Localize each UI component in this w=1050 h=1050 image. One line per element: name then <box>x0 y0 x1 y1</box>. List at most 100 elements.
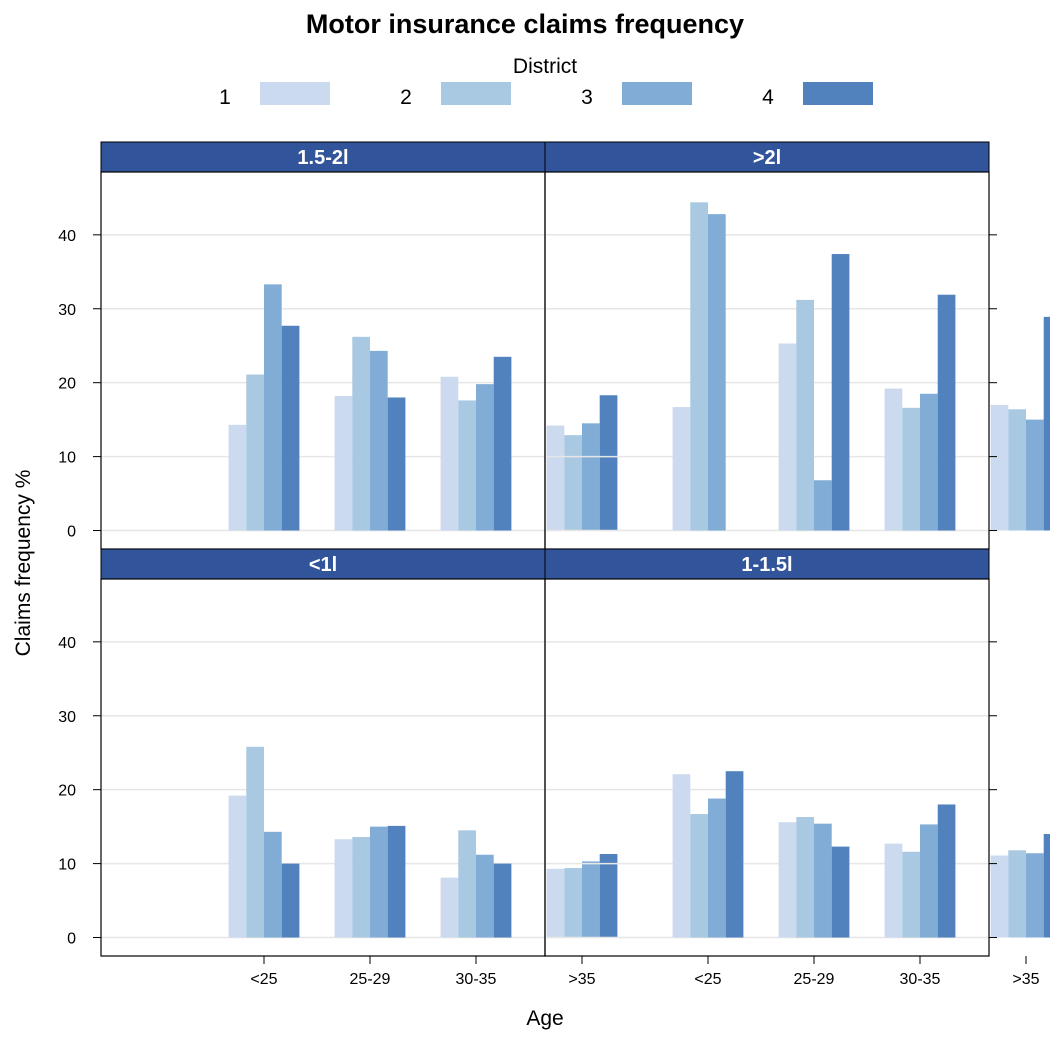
x-tick-label: <25 <box>250 971 277 988</box>
bar-d3-3 <box>476 384 494 531</box>
bar-d3-1 <box>264 284 282 531</box>
chart-title: Motor insurance claims frequency <box>306 9 744 39</box>
y-tick-label: 40 <box>58 635 76 652</box>
y-axis-ticks: 0 10 20 30 40 0 10 20 30 40 <box>58 228 997 948</box>
bar-d1-2 <box>778 343 797 531</box>
bar-d4-2 <box>831 846 850 938</box>
legend-label-4: 4 <box>762 86 774 109</box>
bar-d2-2 <box>796 299 814 531</box>
bar-d4-4 <box>599 853 618 938</box>
bar-d3-1 <box>708 214 726 531</box>
panel-strip-label: <1l <box>309 554 337 576</box>
legend-swatch-3 <box>622 82 692 105</box>
x-tick-label: 25-29 <box>794 971 835 988</box>
legend: 1 2 3 4 <box>219 82 873 109</box>
panel-strip <box>544 548 990 580</box>
y-tick-label: 10 <box>58 450 76 467</box>
bar-d2-2 <box>796 817 814 938</box>
panel-strip <box>100 548 546 580</box>
y-tick-label: 20 <box>58 783 76 800</box>
bar-d3-2 <box>814 480 832 531</box>
bar-d2-4 <box>564 868 582 938</box>
bar-d1-3 <box>884 388 903 531</box>
x-tick-label: 30-35 <box>900 971 941 988</box>
bar-d3-2 <box>370 826 388 938</box>
legend-title: District <box>513 55 577 78</box>
x-tick-label: 25-29 <box>350 971 391 988</box>
bar-d2-3 <box>458 400 476 531</box>
x-tick-label: 30-35 <box>456 971 497 988</box>
bar-d3-4 <box>1026 853 1044 938</box>
bar-d1-3 <box>440 376 459 531</box>
bar-d4-3 <box>493 356 512 531</box>
bar-d2-1 <box>246 746 264 938</box>
bar-d4-4 <box>1043 316 1050 531</box>
bar-d3-3 <box>476 854 494 938</box>
bar-d1-4 <box>990 855 1009 938</box>
panels: 1.5-2l >2l <1l 1-1.5l <box>100 141 1050 957</box>
legend-label-3: 3 <box>581 86 593 109</box>
legend-swatch-1 <box>260 82 330 105</box>
bar-d1-2 <box>334 395 353 531</box>
bar-d1-2 <box>778 822 797 938</box>
bar-d1-4 <box>546 425 565 531</box>
bar-d1-3 <box>884 843 903 938</box>
y-tick-label: 30 <box>58 302 76 319</box>
bar-d2-2 <box>352 836 370 938</box>
bar-d2-3 <box>902 407 920 531</box>
bar-d2-4 <box>564 435 582 531</box>
bar-d2-3 <box>458 830 476 938</box>
panel-2: >2l <box>544 141 1050 550</box>
bar-d4-3 <box>937 804 956 938</box>
bar-d4-3 <box>493 863 512 938</box>
legend-swatch-2 <box>441 82 511 105</box>
bar-d4-1 <box>281 863 300 938</box>
panel-strip-label: >2l <box>753 147 781 169</box>
bar-d2-1 <box>246 374 264 531</box>
bar-d3-3 <box>920 824 938 938</box>
panel-3: <1l <box>100 548 618 957</box>
panel-border <box>544 578 990 957</box>
bar-d1-4 <box>990 404 1009 531</box>
bar-d3-4 <box>582 423 600 531</box>
x-tick-label: <25 <box>694 971 721 988</box>
bar-d4-1 <box>725 771 744 938</box>
panel-strip <box>100 141 546 173</box>
x-tick-label: >35 <box>568 971 595 988</box>
bar-d2-4 <box>1008 850 1026 938</box>
bar-d4-2 <box>831 254 850 531</box>
panel-4: 1-1.5l <box>544 548 1050 957</box>
bar-d3-2 <box>370 350 388 531</box>
bar-d3-2 <box>814 823 832 938</box>
bar-d4-2 <box>387 397 406 531</box>
x-axis-ticks: <25 25-29 30-35 >35 <25 25-29 30-35 >35 <box>250 956 1040 988</box>
legend-label-2: 2 <box>400 86 412 109</box>
bar-d2-4 <box>1008 409 1026 531</box>
bar-d4-1 <box>281 325 300 531</box>
bar-d1-1 <box>228 424 247 531</box>
legend-label-1: 1 <box>219 86 231 109</box>
bar-d1-2 <box>334 839 353 938</box>
bar-d4-2 <box>387 825 406 938</box>
y-tick-label: 0 <box>67 931 76 948</box>
bar-d1-1 <box>228 795 247 938</box>
bar-d2-3 <box>902 851 920 938</box>
panel-strip-label: 1-1.5l <box>741 554 792 576</box>
bar-d2-1 <box>690 202 708 531</box>
bar-d3-3 <box>920 393 938 531</box>
y-axis-label: Claims frequency % <box>12 470 35 657</box>
y-tick-label: 0 <box>67 524 76 541</box>
bar-d1-3 <box>440 877 459 938</box>
bar-d1-4 <box>546 868 565 938</box>
bar-d3-1 <box>708 798 726 938</box>
bar-d2-1 <box>690 814 708 938</box>
panel-strip-label: 1.5-2l <box>297 147 348 169</box>
bar-d3-4 <box>582 861 600 938</box>
bar-d4-4 <box>599 395 618 531</box>
y-tick-label: 20 <box>58 376 76 393</box>
bar-d4-4 <box>1043 834 1050 938</box>
y-tick-label: 40 <box>58 228 76 245</box>
legend-swatch-4 <box>803 82 873 105</box>
bar-d3-4 <box>1026 419 1044 531</box>
